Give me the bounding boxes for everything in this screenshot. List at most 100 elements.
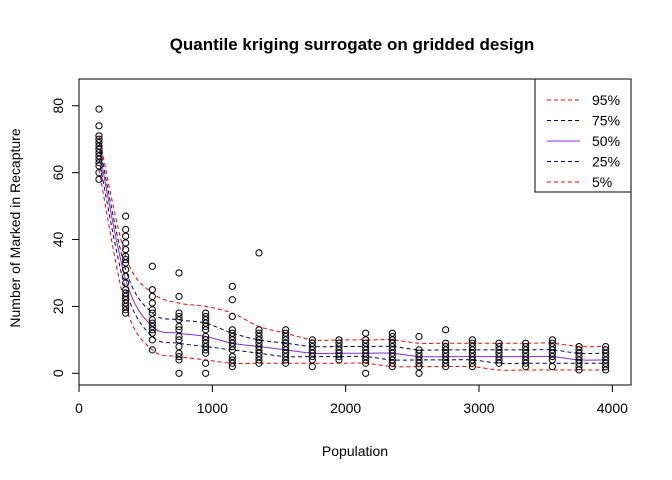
x-axis: 0 1000 2000 3000 4000 [75, 385, 628, 416]
y-tick-label: 20 [50, 298, 66, 314]
data-point [308, 363, 316, 371]
data-point [175, 322, 183, 331]
data-point [442, 326, 450, 334]
x-tick-label: 2000 [330, 400, 361, 416]
data-point [148, 346, 156, 354]
data-point [175, 292, 183, 300]
data-point [148, 286, 156, 294]
data-point [202, 369, 210, 377]
data-point [362, 359, 370, 367]
data-point [175, 332, 183, 341]
data-point [122, 309, 130, 317]
points-layer [95, 105, 610, 377]
data-point [122, 255, 130, 264]
data-point [202, 346, 210, 354]
data-point [602, 366, 610, 374]
data-point [175, 369, 183, 377]
data-point [255, 356, 263, 364]
data-point [335, 356, 343, 364]
data-point [495, 359, 503, 367]
x-tick-label: 3000 [463, 400, 494, 416]
data-point [95, 175, 103, 183]
data-point [148, 262, 156, 270]
series-line-1 [98, 135, 606, 348]
y-axis: 0 20 40 60 80 [50, 98, 79, 377]
data-point [175, 312, 183, 321]
x-tick-label: 1000 [197, 400, 228, 416]
data-point [148, 299, 156, 307]
data-point [282, 356, 290, 364]
data-point [148, 326, 156, 334]
data-point [228, 312, 236, 321]
data-point [175, 356, 183, 364]
data-point [175, 269, 183, 277]
data-point [362, 369, 370, 377]
data-point [175, 352, 183, 361]
data-point [228, 363, 236, 371]
data-point [95, 122, 103, 130]
data-point [442, 363, 450, 371]
data-point [522, 359, 530, 367]
data-point [548, 352, 556, 361]
data-point [228, 282, 236, 290]
y-axis-label: Number of Marked in Recapture [7, 128, 23, 327]
series-line-5 [98, 169, 606, 371]
data-point [148, 306, 156, 314]
data-point [122, 239, 130, 247]
legend-label-5: 5% [592, 174, 612, 190]
x-tick-label: 4000 [597, 400, 628, 416]
data-point [202, 359, 210, 367]
data-point [282, 359, 290, 367]
data-point [122, 212, 130, 220]
data-point [388, 363, 396, 371]
y-tick-label: 60 [50, 165, 66, 181]
data-point [228, 296, 236, 304]
x-axis-label: Population [322, 443, 388, 459]
data-point [522, 363, 530, 371]
x-tick-label: 0 [75, 400, 83, 416]
chart-title: Quantile kriging surrogate on gridded de… [170, 35, 535, 54]
data-point [308, 352, 316, 361]
data-point [602, 363, 610, 371]
data-point [362, 356, 370, 364]
data-point [202, 349, 210, 357]
data-point [122, 225, 130, 234]
data-point [255, 249, 263, 257]
data-point [148, 292, 156, 300]
data-point [202, 322, 210, 331]
data-point [255, 359, 263, 367]
data-point [548, 363, 556, 371]
series-line-4 [98, 159, 606, 365]
data-point [122, 306, 130, 314]
data-point [388, 359, 396, 367]
data-point [95, 159, 103, 167]
data-point [442, 359, 450, 367]
series-layer [98, 135, 606, 371]
legend-label-4: 25% [592, 154, 620, 170]
data-point [468, 363, 476, 371]
data-point [575, 366, 583, 374]
data-point [495, 356, 503, 364]
y-tick-label: 0 [50, 369, 66, 377]
legend-box [534, 78, 632, 193]
data-point [415, 369, 423, 377]
data-point [148, 336, 156, 344]
legend-label-2: 75% [592, 113, 620, 129]
y-tick-label: 80 [50, 98, 66, 114]
y-tick-label: 40 [50, 232, 66, 248]
data-point [468, 359, 476, 367]
data-point [575, 363, 583, 371]
legend-label-3: 50% [592, 133, 620, 149]
legend: 95% 75% 50% 25% 5% [534, 78, 632, 193]
plot-frame [78, 78, 632, 386]
data-point [122, 232, 130, 240]
data-point [228, 342, 236, 351]
data-point [362, 329, 370, 337]
series-line-3 [98, 149, 606, 361]
data-point [415, 332, 423, 341]
legend-label-1: 95% [592, 92, 620, 108]
series-line-2 [98, 142, 606, 354]
data-point [175, 342, 183, 351]
data-point [228, 359, 236, 367]
